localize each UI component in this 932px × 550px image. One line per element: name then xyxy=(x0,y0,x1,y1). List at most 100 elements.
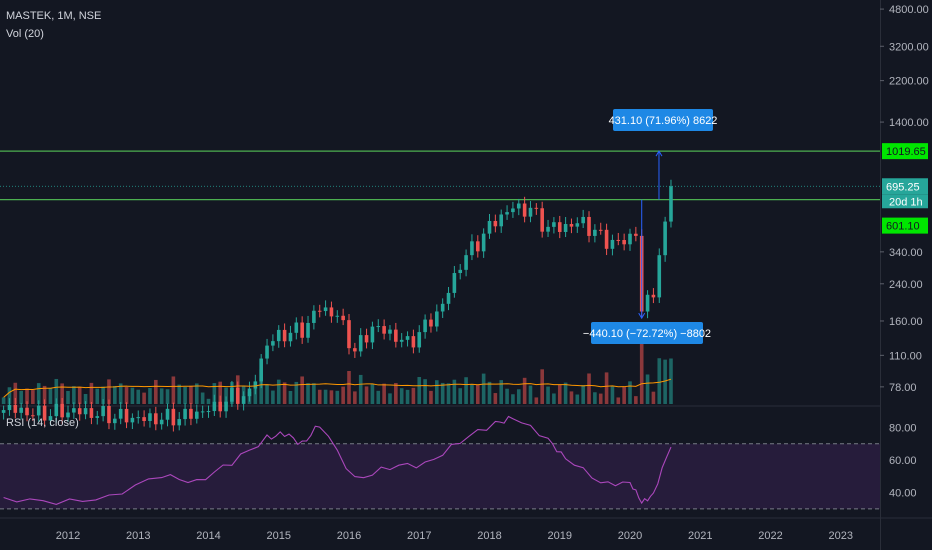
candle-body xyxy=(522,203,527,217)
volume-bar xyxy=(265,384,269,404)
volume-bar xyxy=(552,393,556,404)
time-tick-label: 2019 xyxy=(548,530,572,542)
candle-body xyxy=(470,241,474,256)
volume-bar xyxy=(429,390,433,404)
candle-body xyxy=(610,239,615,249)
volume-bar xyxy=(200,392,205,404)
candle-body xyxy=(481,233,486,252)
candle-body xyxy=(294,322,299,333)
volume-bar xyxy=(645,374,650,404)
price-tick-label: 78.00 xyxy=(889,382,917,394)
volume-bar xyxy=(118,383,123,404)
volume-bar xyxy=(177,384,182,404)
volume-bar xyxy=(522,377,527,404)
candle-body xyxy=(130,417,135,423)
candle-body xyxy=(317,310,322,312)
time-tick-label: 2013 xyxy=(126,530,150,542)
volume-bar xyxy=(189,385,193,404)
volume-bar xyxy=(194,383,199,404)
time-tick-label: 2021 xyxy=(688,530,712,542)
candle-body xyxy=(435,311,439,327)
candle-body xyxy=(563,224,568,232)
volume-bar xyxy=(183,386,187,404)
candle-body xyxy=(89,408,94,418)
volume-bar xyxy=(622,386,626,404)
candle-body xyxy=(60,403,64,418)
candle-body xyxy=(306,322,310,338)
volume-bar xyxy=(335,390,340,404)
rsi-tick-label: 40.00 xyxy=(889,488,917,500)
candle-body xyxy=(575,223,580,227)
candle-body xyxy=(329,307,334,317)
candle-body xyxy=(364,335,369,343)
candle-body xyxy=(394,329,398,342)
volume-bar xyxy=(95,388,100,404)
volume-ma-line xyxy=(3,378,672,398)
volume-bar xyxy=(546,386,550,404)
candle-body xyxy=(265,345,269,359)
resistance-level-label: 1019.65 xyxy=(886,146,926,158)
volume-bar xyxy=(628,381,632,404)
candle-body xyxy=(54,403,59,417)
last-price-badge xyxy=(882,178,928,195)
price-tick-label: 4800.00 xyxy=(889,4,929,16)
volume-bar xyxy=(634,396,638,404)
candle-body xyxy=(282,329,287,342)
candle-body xyxy=(165,408,170,420)
candle-body xyxy=(353,348,357,352)
volume-bar xyxy=(575,394,580,404)
volume-bar xyxy=(130,387,135,404)
volume-bar xyxy=(89,382,94,404)
volume-bar xyxy=(206,398,211,404)
volume-bar xyxy=(218,381,223,404)
down-measure-box xyxy=(591,322,703,344)
volume-bar xyxy=(7,387,12,404)
candle-body xyxy=(593,229,597,236)
candle-body xyxy=(224,401,228,412)
candle-body xyxy=(458,269,463,274)
volume-bar xyxy=(341,386,345,404)
time-tick-label: 2017 xyxy=(407,530,431,542)
candle-body xyxy=(1,410,6,413)
candle-body xyxy=(358,335,363,352)
up-measure-arrow xyxy=(655,150,663,157)
candle-body xyxy=(552,222,556,227)
volume-bar xyxy=(124,387,129,404)
candle-body xyxy=(171,408,176,426)
volume-label: Vol (20) xyxy=(6,28,44,40)
volume-bar xyxy=(72,386,76,404)
volume-bar xyxy=(253,384,258,404)
candle-body xyxy=(276,329,281,342)
candle-body xyxy=(534,207,539,209)
volume-bar xyxy=(241,385,246,404)
candle-body xyxy=(72,408,76,413)
volume-bar xyxy=(235,375,240,404)
volume-bar xyxy=(312,383,316,404)
volume-bar xyxy=(587,373,591,404)
support-level-badge xyxy=(882,217,928,234)
volume-bar xyxy=(294,381,299,404)
candle-body xyxy=(42,405,47,421)
candle-body xyxy=(101,405,105,417)
volume-bar xyxy=(470,384,474,404)
candle-body xyxy=(511,208,515,213)
volume-bar xyxy=(66,390,70,404)
volume-bar xyxy=(376,390,381,404)
candle-body xyxy=(218,401,223,412)
candle-body xyxy=(142,417,146,421)
candle-body xyxy=(13,404,18,413)
volume-bar xyxy=(528,385,533,404)
volume-bar xyxy=(212,383,217,404)
volume-bar xyxy=(323,389,328,404)
volume-bar xyxy=(370,383,375,404)
candle-body xyxy=(399,339,404,342)
volume-bar xyxy=(388,393,392,404)
volume-bar xyxy=(657,358,662,404)
candle-body xyxy=(300,322,304,338)
volume-bar xyxy=(540,369,544,404)
candle-body xyxy=(622,239,626,245)
volume-bar xyxy=(493,393,498,404)
down-measure-arrow xyxy=(638,312,646,320)
